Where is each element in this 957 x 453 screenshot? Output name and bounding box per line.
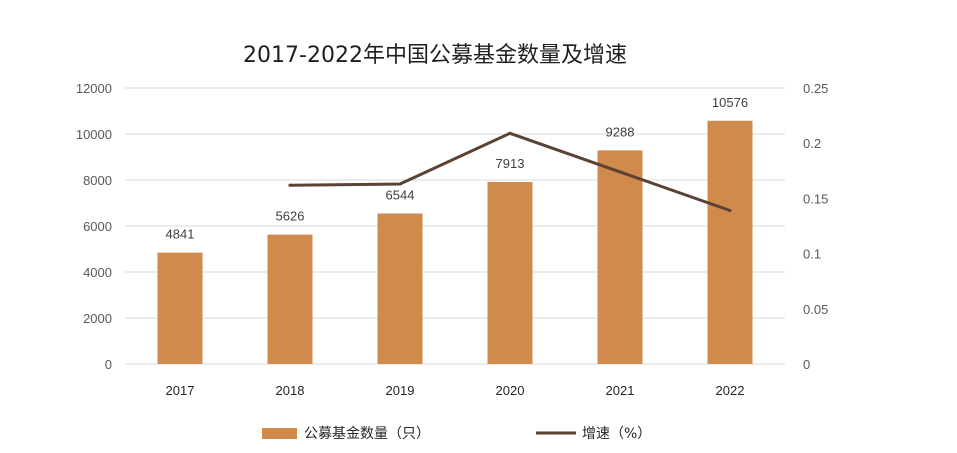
x-tick-label: 2022 [716, 383, 745, 398]
bar [267, 234, 313, 364]
x-tick-label: 2019 [386, 383, 415, 398]
y2-tick-label: 0.25 [803, 81, 828, 96]
line-point [728, 209, 732, 213]
legend: 公募基金数量（只） 增速（%） [262, 425, 651, 442]
y2-tick-label: 0.2 [803, 136, 821, 151]
bar [157, 252, 203, 364]
bar-data-label: 5626 [276, 209, 305, 224]
bar [707, 120, 753, 364]
y-tick-label: 0 [105, 357, 112, 372]
chart-title: 2017-2022年中国公募基金数量及增速 [243, 43, 627, 68]
line-point [508, 131, 512, 135]
y-tick-label: 4000 [83, 265, 112, 280]
legend-bar-swatch [262, 428, 297, 439]
y-axis-left: 0 2000 4000 6000 8000 10000 12000 [76, 81, 112, 372]
bar-series [157, 120, 753, 364]
y2-tick-label: 0.1 [803, 247, 821, 262]
line-point [398, 182, 402, 186]
gridlines [125, 87, 785, 365]
x-tick-label: 2020 [496, 383, 525, 398]
y-tick-label: 2000 [83, 311, 112, 326]
bar-data-label: 6544 [386, 187, 415, 202]
y2-tick-label: 0 [803, 357, 810, 372]
line-point [618, 170, 622, 174]
y-axis-right: 0 0.05 0.1 0.15 0.2 0.25 [803, 81, 828, 372]
bar [597, 150, 643, 364]
x-axis: 2017 2018 2019 2020 2021 2022 [166, 383, 745, 398]
bar-data-label: 7913 [496, 156, 525, 171]
x-tick-label: 2017 [166, 383, 195, 398]
bar-data-label: 4841 [166, 227, 195, 242]
x-tick-label: 2021 [606, 383, 635, 398]
bar-data-label: 9288 [606, 124, 635, 139]
bar-data-label: 10576 [712, 95, 748, 110]
y-tick-label: 8000 [83, 173, 112, 188]
legend-bar-label: 公募基金数量（只） [304, 425, 430, 442]
y-tick-label: 6000 [83, 219, 112, 234]
y-tick-label: 10000 [76, 127, 112, 142]
bar [377, 213, 423, 364]
data-labels: 4841 5626 6544 7913 9288 10576 [166, 95, 749, 242]
y-tick-label: 12000 [76, 81, 112, 96]
legend-line-label: 增速（%） [582, 426, 651, 442]
bar [487, 182, 533, 364]
x-tick-label: 2018 [276, 383, 305, 398]
y2-tick-label: 0.05 [803, 302, 828, 317]
line-series [288, 131, 732, 213]
y2-tick-label: 0.15 [803, 191, 828, 206]
line-point [288, 183, 292, 187]
